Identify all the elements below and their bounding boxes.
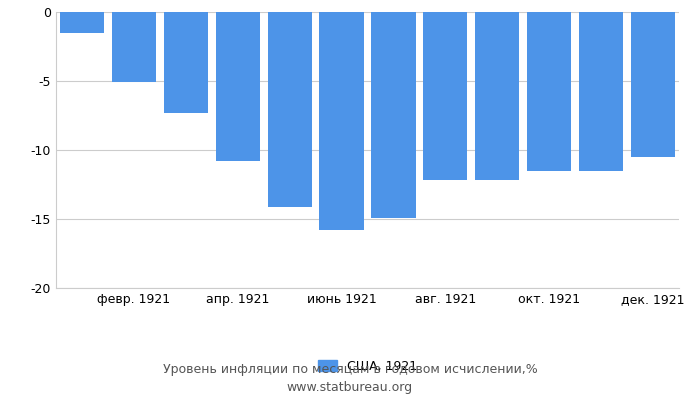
Bar xyxy=(216,12,260,161)
Bar xyxy=(164,12,208,113)
Legend: США, 1921: США, 1921 xyxy=(313,355,422,378)
Text: www.statbureau.org: www.statbureau.org xyxy=(287,382,413,394)
Bar xyxy=(319,12,363,230)
Text: Уровень инфляции по месяцам в годовом исчислении,%: Уровень инфляции по месяцам в годовом ис… xyxy=(162,364,538,376)
Bar xyxy=(475,12,519,180)
Bar xyxy=(267,12,312,206)
Bar xyxy=(372,12,416,218)
Bar xyxy=(631,12,675,157)
Bar xyxy=(527,12,571,171)
Bar xyxy=(579,12,623,171)
Bar xyxy=(60,12,104,33)
Bar xyxy=(424,12,468,180)
Bar xyxy=(112,12,156,82)
